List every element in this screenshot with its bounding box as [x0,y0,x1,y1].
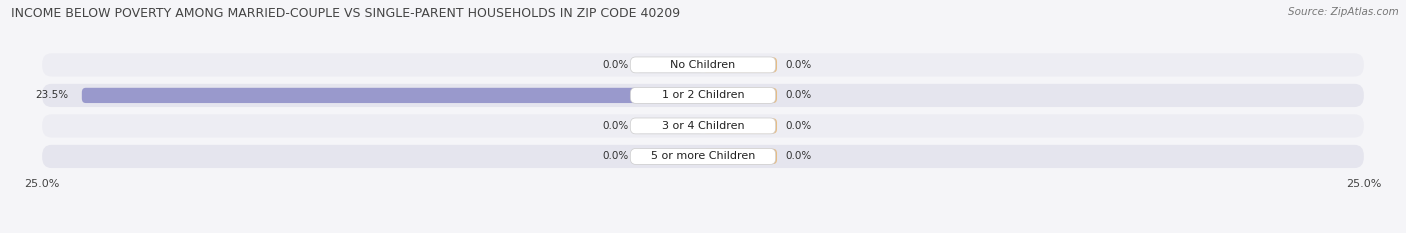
FancyBboxPatch shape [703,57,778,72]
FancyBboxPatch shape [703,149,778,164]
Text: 23.5%: 23.5% [35,90,69,100]
Text: No Children: No Children [671,60,735,70]
FancyBboxPatch shape [42,53,1364,76]
Text: Source: ZipAtlas.com: Source: ZipAtlas.com [1288,7,1399,17]
Text: 1 or 2 Children: 1 or 2 Children [662,90,744,100]
Text: 0.0%: 0.0% [603,151,628,161]
Text: 0.0%: 0.0% [785,90,811,100]
FancyBboxPatch shape [630,118,776,134]
FancyBboxPatch shape [82,88,703,103]
Legend: Married Couples, Single Parents: Married Couples, Single Parents [591,229,815,233]
FancyBboxPatch shape [630,148,776,164]
FancyBboxPatch shape [630,87,776,103]
FancyBboxPatch shape [42,84,1364,107]
FancyBboxPatch shape [637,149,703,164]
FancyBboxPatch shape [42,145,1364,168]
FancyBboxPatch shape [42,114,1364,137]
Text: 0.0%: 0.0% [785,60,811,70]
FancyBboxPatch shape [637,57,703,72]
Text: 0.0%: 0.0% [785,151,811,161]
FancyBboxPatch shape [703,88,778,103]
FancyBboxPatch shape [637,118,703,134]
Text: 0.0%: 0.0% [603,60,628,70]
Text: 5 or more Children: 5 or more Children [651,151,755,161]
FancyBboxPatch shape [703,118,778,134]
FancyBboxPatch shape [630,57,776,73]
Text: 0.0%: 0.0% [603,121,628,131]
Text: INCOME BELOW POVERTY AMONG MARRIED-COUPLE VS SINGLE-PARENT HOUSEHOLDS IN ZIP COD: INCOME BELOW POVERTY AMONG MARRIED-COUPL… [11,7,681,20]
Text: 3 or 4 Children: 3 or 4 Children [662,121,744,131]
Text: 0.0%: 0.0% [785,121,811,131]
